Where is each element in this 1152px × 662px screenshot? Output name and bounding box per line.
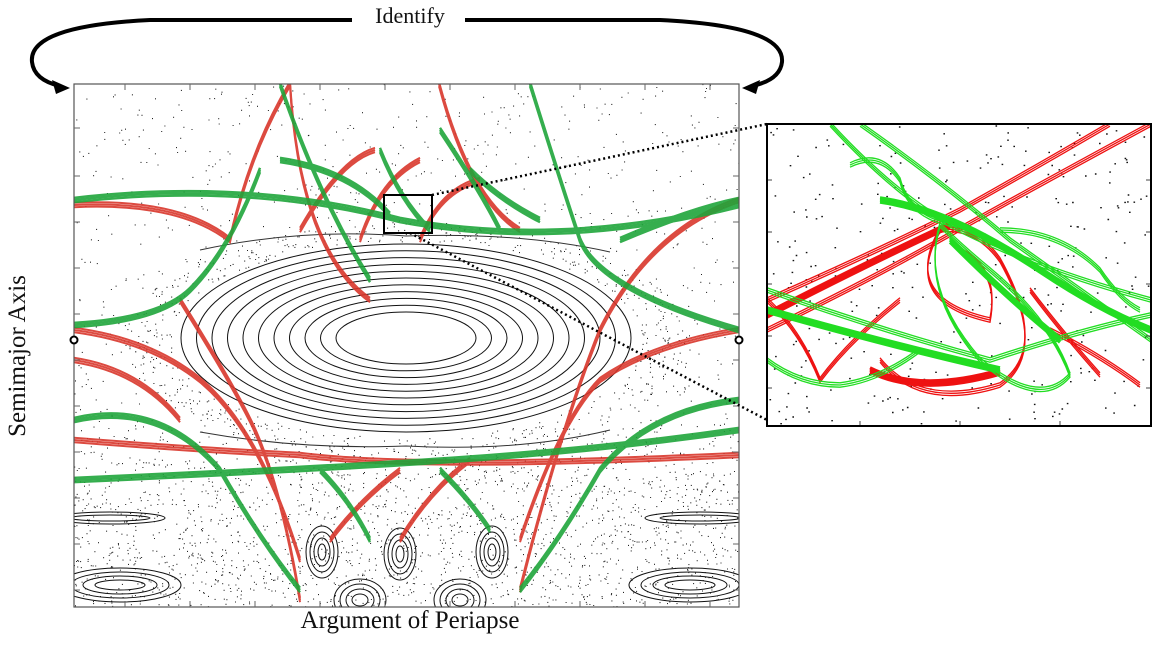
zoom-region-box [383,194,433,234]
plot-ticks [74,84,739,607]
poincare-plot [69,83,744,608]
plot-frame [73,83,740,608]
zoom-frame [766,123,1152,427]
fixed-point-marker-left-icon [69,335,79,345]
fixed-point-marker-right-icon [734,335,744,345]
zoom-connector-icon [409,122,768,422]
identify-label: Identify [375,3,445,28]
identify-arrowhead-right-icon [742,80,760,94]
identify-arrow-icon [29,18,785,88]
x-axis-label: Argument of Periapse [300,607,520,634]
y-axis-label: Semimajor Axis [4,275,31,437]
unstable-manifold [74,84,739,603]
identify-arrowhead-left-icon [52,80,70,94]
zoom-inset [766,123,1152,427]
invariant-curves [74,233,739,607]
zoom-stable-manifold [767,124,1151,393]
stable-manifold [74,84,739,593]
